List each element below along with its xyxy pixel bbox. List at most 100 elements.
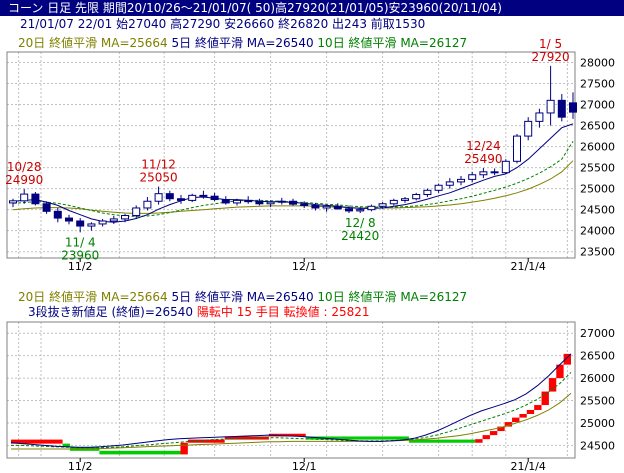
bottom-ma20-line — [11, 392, 572, 450]
candle-up — [389, 199, 398, 205]
candle-down — [42, 203, 51, 212]
candle-up — [423, 189, 432, 196]
top-plot-frame — [6, 51, 576, 259]
top-y-tick-label: 24500 — [580, 204, 615, 217]
top-y-tick-label: 23500 — [580, 246, 615, 259]
candle-up — [20, 193, 29, 202]
legend-top: 20日 終値平滑 MA=25664 5日 終値平滑 MA=26540 10日 終… — [18, 36, 467, 50]
brick-up — [180, 442, 188, 455]
candle-up — [98, 220, 107, 225]
bottom-ma5-line — [10, 353, 572, 448]
top-y-tick-label: 27500 — [580, 78, 615, 91]
candle-up — [356, 209, 365, 212]
annotation-date: 11/12 — [141, 158, 176, 172]
candle-down — [76, 220, 85, 227]
annotation-date: 12/ 8 — [345, 216, 376, 230]
brick-up — [482, 435, 490, 440]
candle-down — [557, 99, 566, 118]
three-line-count: 15 手目 — [236, 305, 280, 319]
candle-up — [445, 181, 454, 186]
candle-up — [109, 218, 118, 222]
candle-down — [221, 199, 230, 204]
top-y-tick-label: 24000 — [580, 225, 615, 238]
bottom-y-tick-label: 27000 — [580, 327, 615, 340]
annotation-date: 11/ 4 — [65, 235, 96, 249]
bottom-y-tick-label: 26500 — [580, 350, 615, 363]
candle-up — [501, 160, 510, 174]
brick-down — [99, 450, 181, 455]
legend-top-ma5: 5日 終値平滑 MA=26540 — [171, 36, 314, 50]
candle-up — [143, 200, 152, 209]
candle-up — [378, 203, 387, 207]
bottom-x-tick-label: 21/1/4 — [510, 460, 545, 473]
top-y-tick-label: 26000 — [580, 141, 615, 154]
annotation-price: 24990 — [5, 173, 43, 187]
top-x-tick-label: 12/1 — [292, 260, 317, 273]
annotation-price: 27920 — [532, 50, 570, 64]
three-line-close-label: 3段抜き新値足 (終値)=26540 — [28, 305, 194, 319]
brick-up — [504, 422, 513, 427]
top-y-tick-label: 26500 — [580, 120, 615, 133]
top-y-tick-label: 28000 — [580, 57, 615, 70]
candle-up — [479, 171, 488, 176]
three-line-state: 陽転中 — [196, 305, 233, 319]
top-y-tick-label: 25500 — [580, 162, 615, 175]
top-y-tick-label: 25000 — [580, 183, 615, 196]
bottom-x-tick-label: 11/2 — [68, 460, 93, 473]
candle-up — [188, 194, 197, 201]
annotation-date: 12/24 — [466, 139, 501, 153]
candle-down — [210, 195, 219, 201]
candle-down — [300, 203, 309, 206]
window-title: コーン 日足 先限 期間20/10/26～21/01/07( 50)高27920… — [0, 0, 624, 16]
candle-up — [233, 199, 241, 204]
candle-up — [132, 207, 141, 217]
brick-up — [563, 353, 571, 365]
top-x-tick-label: 11/2 — [68, 260, 93, 273]
brick-up — [11, 439, 63, 444]
three-line-break-status: 3段抜き新値足 (終値)=26540 陽転中 15 手目 転換値 : 25821 — [28, 305, 370, 319]
brick-up — [526, 409, 535, 415]
top-x-tick-label: 21/1/4 — [510, 260, 545, 273]
brick-up — [512, 417, 520, 423]
candle-up — [412, 194, 421, 200]
legend-top-ma20: 20日 終値平滑 MA=25664 — [18, 36, 168, 50]
candle-down — [333, 205, 342, 210]
brick-up — [475, 439, 483, 443]
brick-up — [187, 439, 225, 443]
candle-up — [277, 200, 286, 203]
candle-down — [31, 193, 40, 205]
legend-bottom-ma5: 5日 終値平滑 MA=26540 — [171, 290, 314, 304]
annotation-price: 24420 — [341, 229, 379, 243]
brick-up — [497, 426, 505, 432]
annotation-price: 23960 — [61, 248, 99, 262]
candle-down — [569, 102, 577, 113]
candle-up — [154, 193, 163, 202]
bottom-plot-frame — [6, 321, 576, 459]
candle-up — [457, 178, 465, 183]
candle-up — [434, 184, 443, 191]
candle-down — [255, 201, 264, 205]
candle-up — [87, 223, 96, 227]
brick-up — [519, 414, 527, 418]
brick-up — [489, 431, 498, 436]
candle-up — [468, 174, 477, 180]
brick-up — [548, 378, 557, 392]
candle-down — [65, 217, 73, 222]
candle-down — [490, 171, 499, 174]
candle-down — [53, 210, 62, 219]
brick-down — [305, 436, 409, 440]
annotation-price: 25490 — [464, 152, 502, 166]
candle-down — [177, 198, 185, 201]
brick-up — [556, 364, 564, 379]
ohlc-info-line: 21/01/07 22/01 始27040 高27290 安26660 終268… — [20, 17, 426, 31]
top-ma20-line — [12, 160, 574, 214]
bottom-ma10-line — [11, 372, 572, 449]
candle-up — [367, 205, 376, 211]
candle-down — [244, 199, 253, 203]
candle-down — [165, 193, 174, 200]
annotation-date: 10/28 — [7, 160, 42, 174]
legend-top-ma10: 10日 終値平滑 MA=26127 — [317, 36, 468, 50]
legend-bottom-ma20: 20日 終値平滑 MA=25664 — [18, 290, 168, 304]
brick-down — [62, 443, 70, 448]
brick-down — [408, 439, 476, 443]
